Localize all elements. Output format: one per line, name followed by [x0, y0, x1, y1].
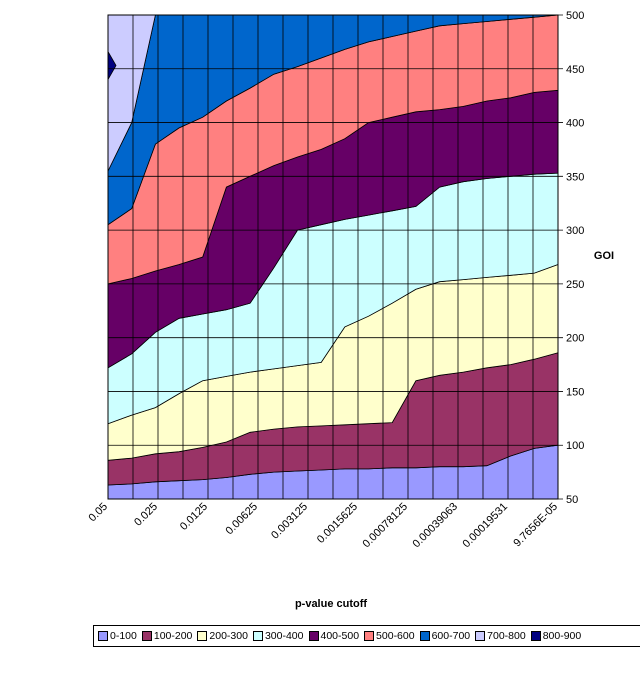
y-tick-label: 450 — [566, 64, 584, 76]
y-axis-title: GOI — [594, 250, 614, 262]
legend-swatch — [141, 631, 152, 641]
legend-label: 800-900 — [542, 630, 582, 642]
legend-label: 200-300 — [209, 630, 248, 642]
x-tick-label: 0.00625 — [224, 501, 261, 538]
y-tick-labels: 50 100 150 200 250 300 350 400 450 500 — [566, 10, 584, 506]
x-tick-label: 0.00039063 — [411, 501, 461, 551]
x-tick-label: 0.003125 — [269, 501, 310, 542]
legend-item: 500-600 — [364, 630, 415, 642]
legend-swatch — [364, 631, 375, 641]
x-tick-label: 0.00078125 — [361, 501, 411, 551]
legend-swatch — [197, 631, 208, 641]
legend-swatch — [98, 631, 108, 641]
legend-label: 500-600 — [376, 630, 415, 642]
y-tick-label: 400 — [566, 118, 584, 130]
legend-label: 700-800 — [487, 630, 526, 642]
legend-swatch — [308, 631, 319, 641]
x-tick-label: 0.00019531 — [461, 501, 511, 551]
x-tick-label: 0.0015625 — [315, 501, 360, 546]
legend-swatch — [252, 631, 263, 641]
x-tick-label: 9.7656E-05 — [511, 501, 560, 550]
legend-label: 100-200 — [153, 630, 193, 642]
y-tick-label: 350 — [566, 171, 584, 183]
legend-item: 300-400 — [252, 630, 304, 642]
grid-lines — [107, 14, 563, 500]
legend-label: 400-500 — [320, 630, 360, 642]
contour-chart: 50 100 150 200 250 300 350 400 450 500 0.05 0.025 0… — [86, 10, 614, 610]
legend-label: 600-700 — [431, 630, 471, 642]
y-tick-label: 150 — [566, 386, 584, 398]
plot-frame — [107, 14, 559, 500]
legend: 0-100 100-200 200-300 300-400 400-500 500-600… — [93, 625, 640, 647]
legend-item: 0-100 — [98, 630, 137, 642]
legend-item: 200-300 — [197, 630, 248, 642]
legend-label: 0-100 — [110, 630, 137, 642]
x-axis-title: p-value cutoff — [295, 598, 367, 610]
legend-swatch — [530, 631, 541, 641]
x-tick-label: 0.05 — [86, 501, 110, 525]
y-tick-label: 500 — [566, 10, 584, 22]
legend-item: 400-500 — [308, 630, 360, 642]
y-tick-label: 100 — [566, 440, 584, 452]
legend-label: 300-400 — [264, 630, 304, 642]
legend-item: 800-900 — [530, 630, 582, 642]
y-tick-label: 250 — [566, 279, 584, 291]
legend-item: 100-200 — [141, 630, 193, 642]
legend-item: 600-700 — [419, 630, 471, 642]
legend-item: 700-800 — [475, 630, 526, 642]
legend-swatch — [419, 631, 430, 641]
y-tick-label: 200 — [566, 333, 584, 345]
x-tick-labels: 0.05 0.025 0.0125 0.00625 0.003125 0.0015625 0… — [86, 501, 560, 551]
legend-swatch — [475, 631, 486, 641]
y-tick-label: 300 — [566, 225, 584, 237]
y-tick-label: 50 — [566, 494, 578, 506]
x-tick-label: 0.0125 — [178, 501, 210, 533]
x-tick-label: 0.025 — [132, 501, 160, 529]
